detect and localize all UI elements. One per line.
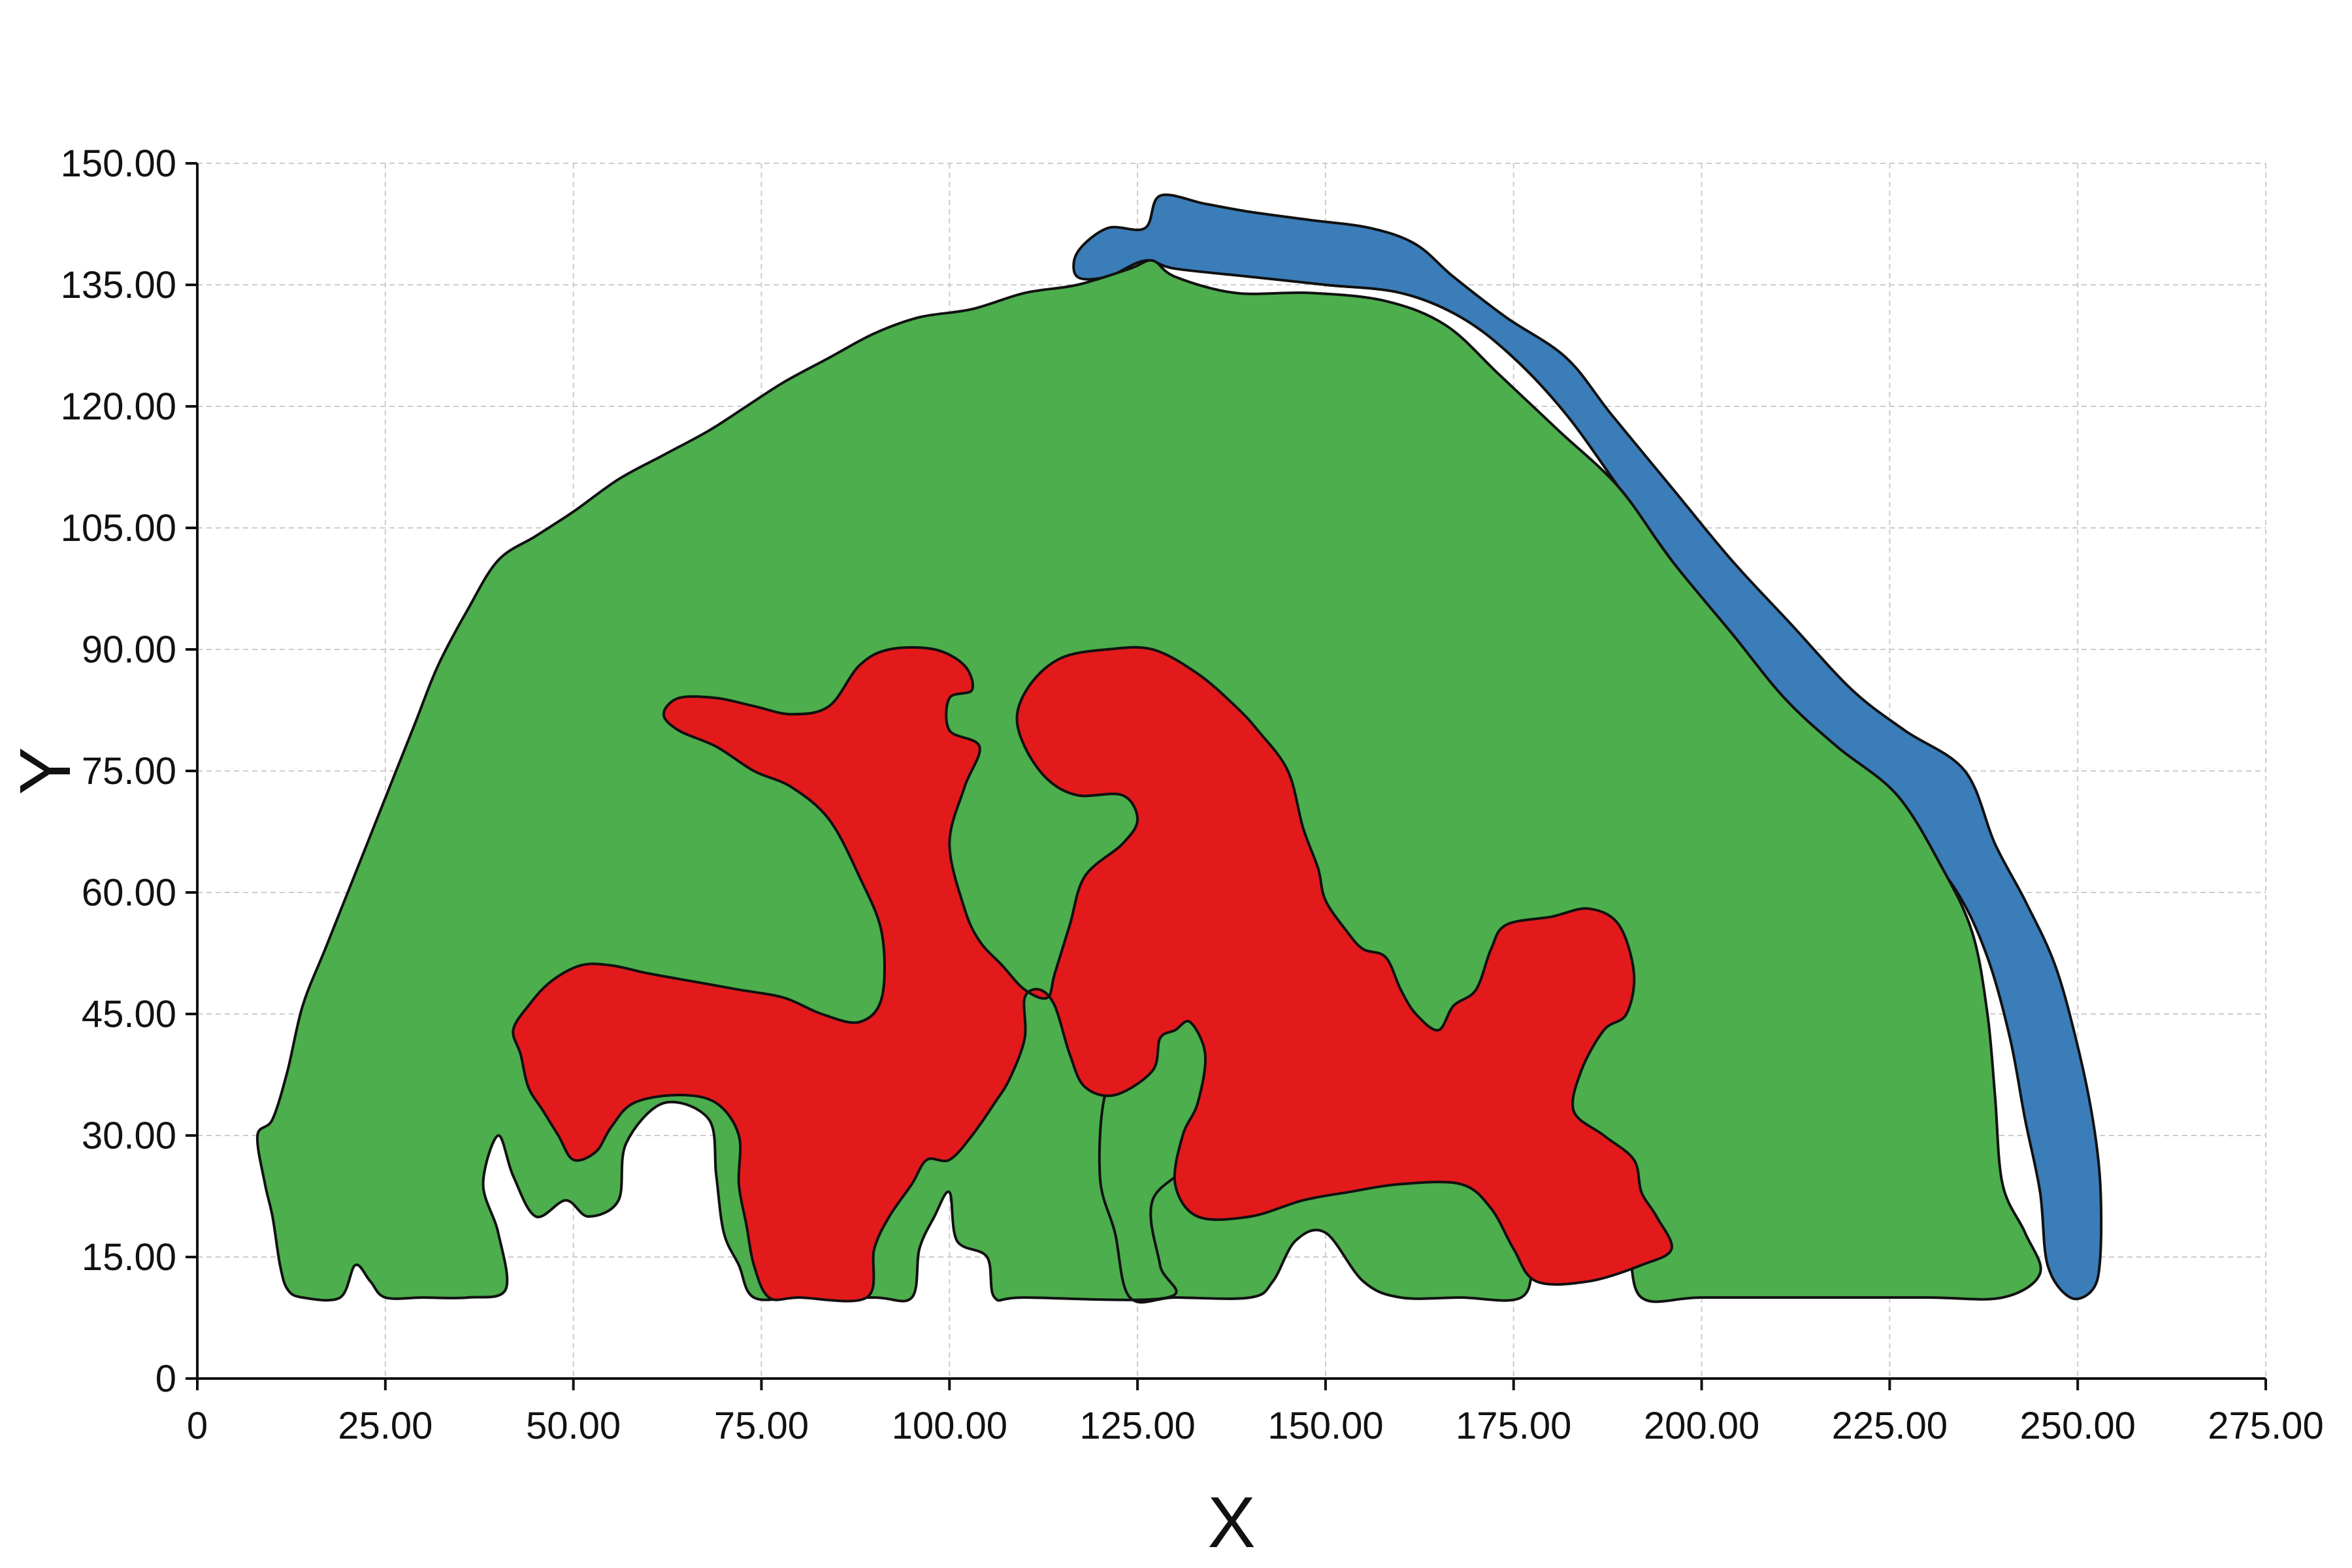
y-tick-label: 105.00 (61, 507, 176, 549)
y-tick-label: 75.00 (82, 750, 176, 792)
x-tick-label: 75.00 (714, 1405, 809, 1447)
x-tick-label: 200.00 (1644, 1405, 1759, 1447)
region-1 (1072, 193, 2103, 1301)
x-tick-label: 275.00 (2208, 1405, 2323, 1447)
y-tick-label: 120.00 (61, 385, 176, 428)
x-axis-title: X (1207, 1482, 1255, 1563)
y-tick-label: 60.00 (82, 872, 176, 914)
y-tick-label: 135.00 (61, 264, 176, 306)
y-axis-title: Y (5, 747, 86, 794)
y-tick-label: 30.00 (82, 1115, 176, 1157)
y-tick-label: 90.00 (82, 629, 176, 671)
x-tick-label: 100.00 (892, 1405, 1007, 1447)
y-tick-label: 0 (155, 1358, 176, 1400)
x-tick-label: 150.00 (1267, 1405, 1383, 1447)
x-tick-label: 0 (187, 1405, 208, 1447)
x-tick-label: 175.00 (1456, 1405, 1571, 1447)
region-3 (512, 645, 1673, 1303)
x-tick-label: 125.00 (1079, 1405, 1195, 1447)
y-tick-label: 15.00 (82, 1236, 176, 1279)
axes: 0 25.00 50.00 75.00 100.00 125.00 150.00 175.00… (61, 142, 2324, 1447)
y-tick-label: 45.00 (82, 993, 176, 1036)
x-tick-label: 25.00 (338, 1405, 433, 1447)
x-tick-label: 250.00 (2019, 1405, 2135, 1447)
x-tick-label: 50.00 (526, 1405, 621, 1447)
y-tick-label: 150.00 (61, 142, 176, 185)
plot-regions (255, 193, 2103, 1304)
x-tick-label: 225.00 (1832, 1405, 1948, 1447)
